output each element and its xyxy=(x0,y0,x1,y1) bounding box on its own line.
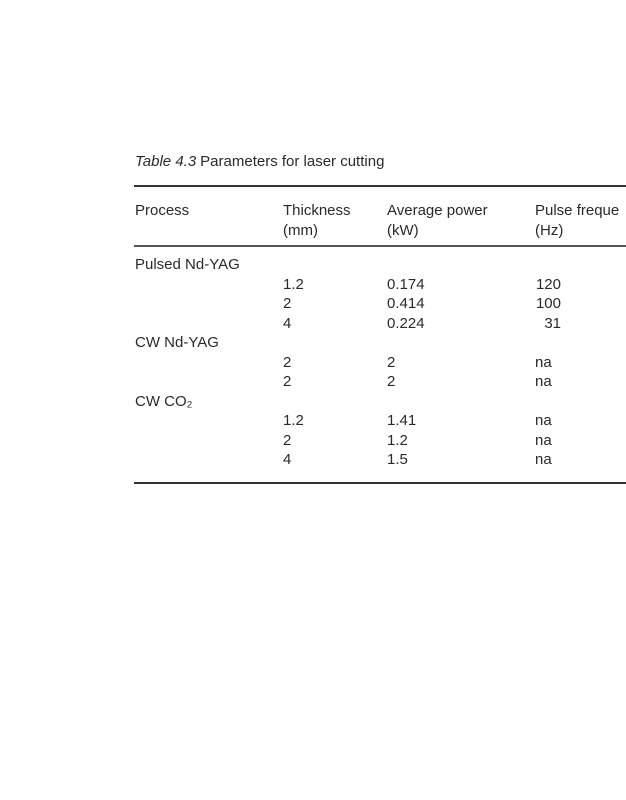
cell-process: Pulsed Nd-YAG xyxy=(135,255,240,275)
table-row: 2 2 na xyxy=(134,372,626,392)
table-row: 1.2 0.174 120 xyxy=(134,275,626,295)
cell-average-power: 2 xyxy=(387,372,395,392)
cell-text: 2 xyxy=(283,295,292,312)
table-row: 1.2 1.41 na xyxy=(134,411,626,431)
cell-text: 2 xyxy=(283,373,292,390)
header-pulse-frequency: Pulse freque (Hz) xyxy=(535,201,619,241)
cell-text: 2 xyxy=(283,353,292,371)
cell-average-power: 1.2 xyxy=(387,431,408,451)
cell-text: 1.2 xyxy=(387,431,408,449)
cell-average-power: 2 xyxy=(387,353,395,373)
header-text: Process xyxy=(135,202,190,219)
table-row: 2 2 na xyxy=(134,353,626,373)
cell-text: na xyxy=(535,451,552,468)
cell-pulse-frequency: na xyxy=(535,431,552,451)
cell-text: 0.174 xyxy=(387,275,425,293)
cell-average-power: 0.224 xyxy=(387,314,425,334)
header-process: Process xyxy=(135,201,189,221)
header-rule xyxy=(134,245,626,247)
cell-pulse-frequency: 120 xyxy=(535,275,561,295)
header-text: Thickness xyxy=(283,202,351,219)
cell-text: CW CO₂ xyxy=(135,392,193,410)
table-row: 4 1.5 na xyxy=(134,450,626,470)
cell-thickness: 2 xyxy=(283,294,291,314)
cell-pulse-frequency: 100 xyxy=(535,294,561,314)
header-average-power: Average power (kW) xyxy=(387,201,488,241)
bottom-rule xyxy=(134,482,626,484)
cell-text: na xyxy=(535,431,552,449)
cell-text: 31 xyxy=(544,314,561,332)
cell-average-power: 1.5 xyxy=(387,450,408,470)
group-row: CW CO₂ xyxy=(134,392,626,412)
cell-text: 1.5 xyxy=(387,451,408,468)
cell-pulse-frequency: na xyxy=(535,372,552,392)
cell-thickness: 4 xyxy=(283,450,291,470)
header-text: (mm) xyxy=(283,222,318,239)
cell-text: 120 xyxy=(535,275,561,293)
cell-thickness: 4 xyxy=(283,314,291,334)
cell-text: 0.224 xyxy=(387,314,425,332)
table-number: Table 4.3 xyxy=(135,153,197,170)
cell-text: 2 xyxy=(387,373,396,390)
cell-average-power: 1.41 xyxy=(387,411,416,431)
cell-text: 4 xyxy=(283,314,292,332)
cell-average-power: 0.414 xyxy=(387,294,425,314)
cell-text: 2 xyxy=(283,431,292,449)
header-thickness: Thickness (mm) xyxy=(283,201,351,241)
table-row: 2 0.414 100 xyxy=(134,294,626,314)
cell-text: Pulsed Nd-YAG xyxy=(135,256,240,273)
cell-thickness: 2 xyxy=(283,431,291,451)
cell-text: na xyxy=(535,373,552,390)
header-text: Pulse freque xyxy=(535,202,620,219)
table-row: 2 1.2 na xyxy=(134,431,626,451)
cell-text: 100 xyxy=(535,295,561,312)
cell-average-power: 0.174 xyxy=(387,275,425,295)
cell-text: 1.2 xyxy=(283,412,304,429)
table-title: Parameters for laser cutting xyxy=(200,153,385,170)
cell-text: CW Nd-YAG xyxy=(135,334,219,351)
table-caption: Table 4.3 Parameters for laser cutting xyxy=(135,153,384,170)
cell-text: na xyxy=(535,353,552,371)
cell-text: 0.414 xyxy=(387,295,425,312)
cell-pulse-frequency: na xyxy=(535,411,552,431)
group-row: CW Nd-YAG xyxy=(134,333,626,353)
cell-text: 4 xyxy=(283,451,292,468)
header-text: Average power xyxy=(387,202,488,219)
cell-pulse-frequency: 31 xyxy=(535,314,561,334)
cell-pulse-frequency: na xyxy=(535,353,552,373)
header-text: (kW) xyxy=(387,222,419,239)
cell-thickness: 2 xyxy=(283,372,291,392)
cell-thickness: 1.2 xyxy=(283,411,304,431)
cell-process: CW CO₂ xyxy=(135,392,192,412)
cell-thickness: 2 xyxy=(283,353,291,373)
cell-text: 1.2 xyxy=(283,275,304,293)
cell-text: na xyxy=(535,412,552,429)
header-text: (Hz) xyxy=(535,222,564,239)
table-row: 4 0.224 31 xyxy=(134,314,626,334)
top-rule xyxy=(134,185,626,187)
group-row: Pulsed Nd-YAG xyxy=(134,255,626,275)
cell-pulse-frequency: na xyxy=(535,450,552,470)
cell-process: CW Nd-YAG xyxy=(135,333,219,353)
cell-text: 2 xyxy=(387,353,396,371)
cell-text: 1.41 xyxy=(387,412,417,429)
cell-thickness: 1.2 xyxy=(283,275,304,295)
